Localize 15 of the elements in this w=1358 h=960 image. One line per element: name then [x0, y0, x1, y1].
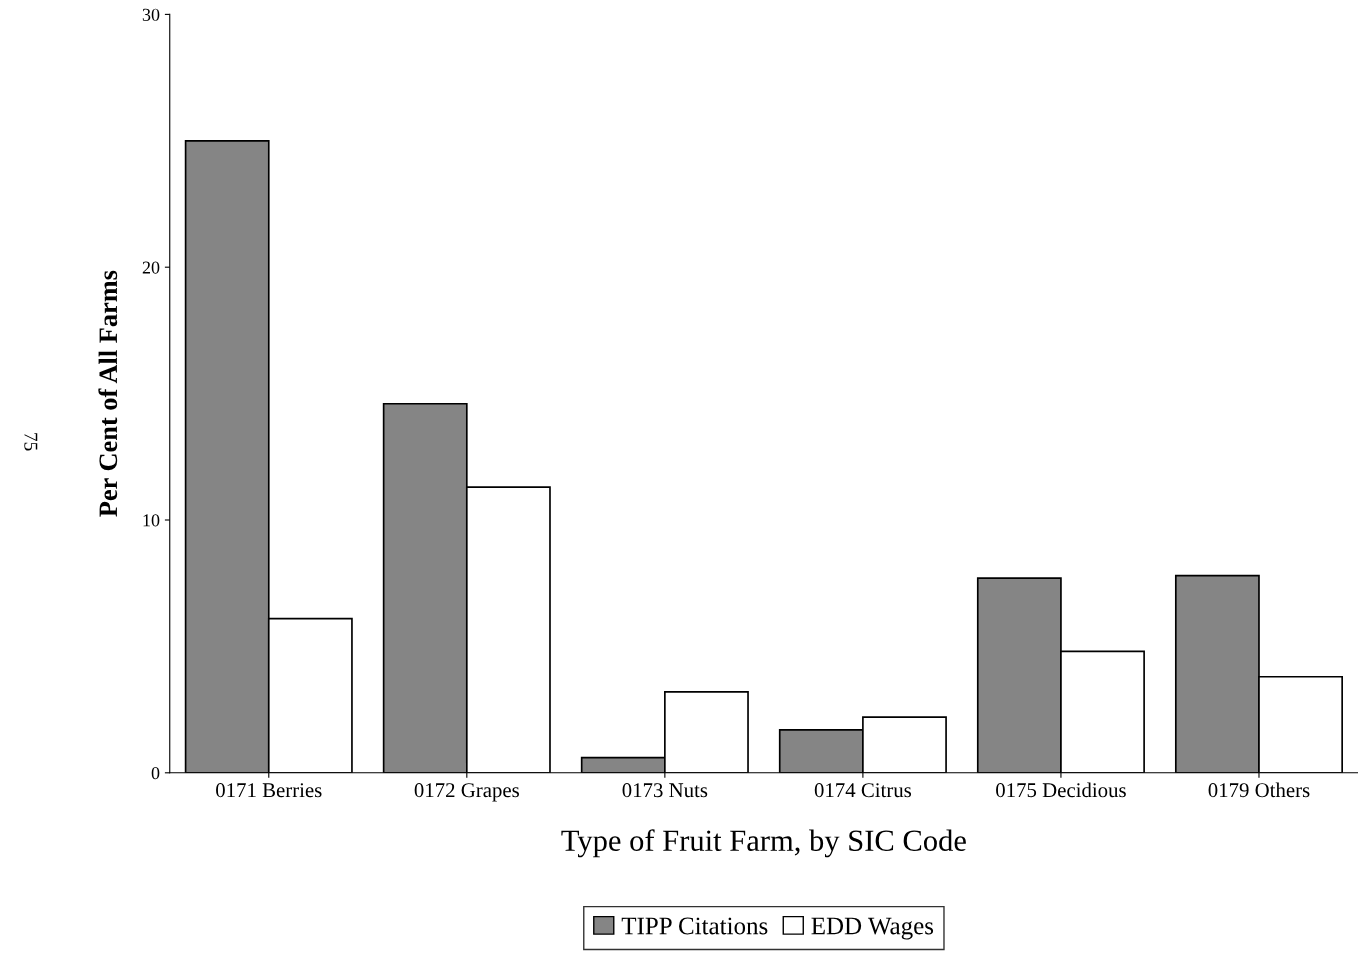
x-tick-label: 0179 Others: [1208, 782, 1310, 798]
text: 75: [24, 433, 38, 451]
x-tick-label: 0175 Decidious: [996, 782, 1126, 798]
legend-label: TIPP Citations: [621, 917, 768, 935]
y-axis-title: Per Cent of All Farms: [98, 270, 118, 517]
x-tick-label: 0172 Grapes: [414, 783, 519, 802]
y-tick-label: 0: [151, 767, 160, 780]
x-tick-label: 0171 Berries: [216, 783, 322, 798]
y-tick-label: 30: [142, 8, 160, 21]
x-axis-title: Type of Fruit Farm, by SIC Code: [561, 829, 966, 858]
y-tick-label: 20: [142, 261, 160, 274]
x-tick-label: 0173 Nuts: [622, 783, 708, 798]
legend-label: EDD Wages: [811, 917, 934, 940]
y-tick-label: 10: [143, 514, 160, 527]
x-tick-label: 0174 Citrus: [814, 783, 912, 798]
